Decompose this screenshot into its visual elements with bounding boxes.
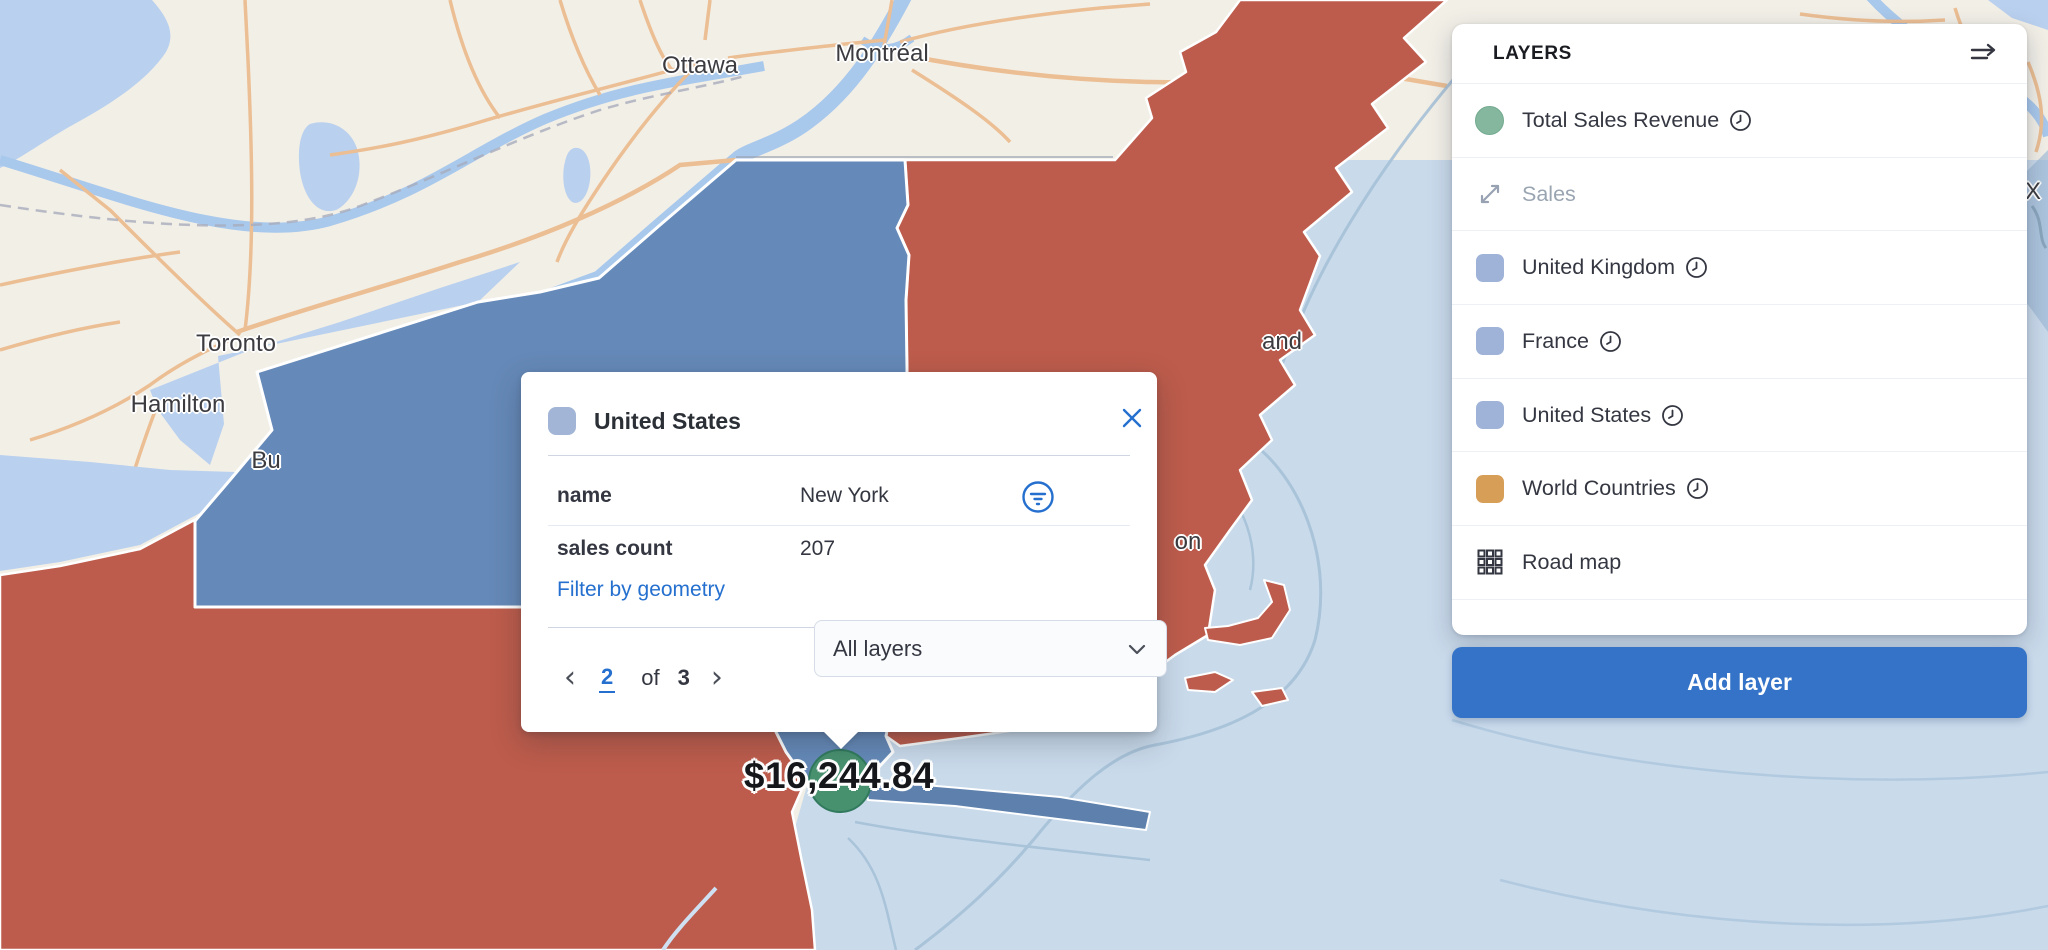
- city-label-montreal: Montréal: [835, 40, 929, 67]
- time-filter-clock-icon: [1730, 109, 1752, 131]
- line-layer-icon: [1475, 180, 1504, 209]
- chevron-down-icon: [1128, 644, 1146, 654]
- square-swatch-icon: [1475, 474, 1504, 503]
- property-value: New York: [800, 484, 889, 507]
- lake-erie: [0, 455, 265, 571]
- property-value: 207: [800, 537, 836, 560]
- filter-by-geometry-link[interactable]: Filter by geometry: [557, 578, 726, 601]
- city-label-buffalo-truncated: Bu: [251, 447, 281, 474]
- previous-feature-button[interactable]: ‹: [564, 660, 576, 695]
- circle-swatch-icon: [1475, 105, 1504, 135]
- collapse-panel-icon[interactable]: [1969, 41, 1999, 67]
- layer-row-france[interactable]: France: [1452, 304, 2027, 378]
- depth-contours: [847, 59, 2048, 950]
- tooltip-title: United States: [594, 407, 741, 434]
- city-label-edge-truncated: X: [2024, 178, 2042, 205]
- current-page-number[interactable]: 2: [599, 664, 616, 693]
- time-filter-clock-icon: [1686, 257, 1707, 279]
- city-label-boston-truncated: on: [1174, 528, 1202, 555]
- divider: [548, 455, 1130, 456]
- property-label: name: [557, 484, 612, 507]
- city-label-hamilton: Hamilton: [130, 391, 226, 418]
- close-icon[interactable]: [1119, 405, 1145, 431]
- layer-row-sales[interactable]: Sales: [1452, 156, 2027, 231]
- layers-panel-header: LAYERS: [1452, 24, 2027, 83]
- layer-row-road-map[interactable]: Road map: [1452, 525, 2027, 599]
- cape-cod: [1184, 579, 1291, 707]
- total-pages: 3: [677, 665, 690, 690]
- layer-filter-select[interactable]: All layers: [814, 620, 1167, 677]
- layer-label: Road map: [1522, 549, 1622, 574]
- layer-row-united-states[interactable]: United States: [1452, 377, 2027, 452]
- lake-ontario: [150, 262, 520, 465]
- layers-panel-footer: [1452, 598, 2027, 636]
- ocean-stream: [2030, 205, 2048, 249]
- roads: [0, 0, 2044, 515]
- time-filter-clock-icon: [1600, 331, 1621, 352]
- long-island: [864, 779, 1151, 831]
- nj-river: [661, 886, 718, 950]
- add-layer-button[interactable]: Add layer: [1452, 647, 2027, 718]
- time-filter-clock-icon: [1686, 478, 1708, 500]
- time-filter-clock-icon: [1662, 404, 1683, 426]
- square-swatch-icon: [1475, 253, 1504, 282]
- layer-row-world-countries[interactable]: World Countries: [1452, 451, 2027, 525]
- property-label: sales count: [557, 537, 673, 560]
- tooltip-header: United States: [548, 406, 1142, 436]
- layers-panel: LAYERS Total Sales Revenue Sales: [1452, 24, 2027, 635]
- layer-row-total-sales-revenue[interactable]: Total Sales Revenue: [1452, 83, 2027, 157]
- ocean-shade: [2026, 150, 2048, 332]
- square-swatch-icon: [1475, 327, 1504, 356]
- layer-label: Total Sales Revenue: [1522, 107, 1720, 132]
- next-feature-button[interactable]: ›: [710, 660, 723, 695]
- revenue-value-label: $16,244.84: [743, 755, 935, 796]
- filter-on-value-icon[interactable]: [1021, 480, 1055, 519]
- city-label-portland-truncated: and: [1261, 328, 1303, 355]
- layer-label: Sales: [1522, 181, 1576, 206]
- feature-tooltip: United States name New York sales count …: [521, 372, 1167, 749]
- railway-line: [0, 74, 746, 227]
- revenue-marker[interactable]: [808, 749, 872, 813]
- city-label-ottawa: Ottawa: [661, 52, 739, 79]
- layer-label: France: [1522, 328, 1589, 353]
- layer-label: World Countries: [1522, 476, 1676, 501]
- grid-icon: [1475, 548, 1504, 577]
- tooltip-footer: ‹ 2 of 3 › All layers: [557, 620, 1167, 708]
- square-swatch-icon: [1475, 401, 1504, 430]
- layer-row-united-kingdom[interactable]: United Kingdom: [1452, 230, 2027, 304]
- page-of-label: of: [641, 665, 660, 690]
- property-row-name: name New York: [557, 481, 1121, 511]
- layer-label: United Kingdom: [1522, 255, 1675, 280]
- layer-label: United States: [1522, 402, 1652, 427]
- layers-panel-title: LAYERS: [1493, 42, 1572, 64]
- city-label-toronto: Toronto: [195, 330, 277, 357]
- property-row-sales-count: sales count 207: [557, 534, 1121, 564]
- divider: [548, 525, 1130, 526]
- layer-color-swatch: [548, 407, 576, 435]
- selected-layer-option: All layers: [833, 635, 923, 661]
- tooltip-arrow: [822, 730, 860, 749]
